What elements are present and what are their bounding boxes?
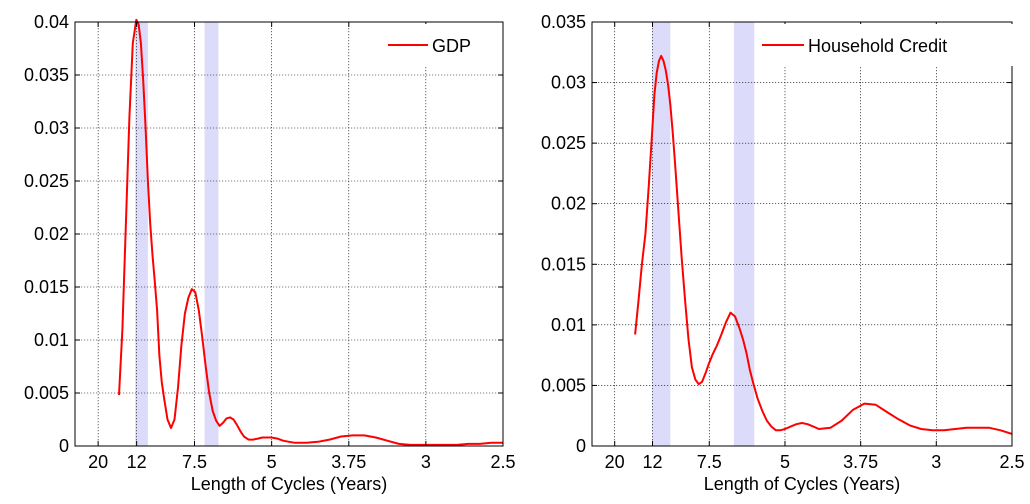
x-tick-label: 7.5 <box>182 452 207 472</box>
x-tick-label: 20 <box>605 452 625 472</box>
x-tick-label: 2.5 <box>999 452 1024 472</box>
y-tick-label: 0.01 <box>34 330 69 350</box>
series-line <box>118 18 503 446</box>
y-tick-label: 0.025 <box>541 133 586 153</box>
x-axis-label: Length of Cycles (Years) <box>191 474 387 494</box>
x-tick-label: 3 <box>421 452 431 472</box>
legend-label: GDP <box>432 36 471 56</box>
legend-label: Household Credit <box>808 36 947 56</box>
x-axis-label: Length of Cycles (Years) <box>704 474 900 494</box>
x-tick-label: 12 <box>127 452 147 472</box>
y-tick-label: 0.03 <box>34 118 69 138</box>
y-tick-label: 0.005 <box>541 375 586 395</box>
x-tick-label: 3 <box>931 452 941 472</box>
y-tick-label: 0.035 <box>541 12 586 32</box>
y-tick-label: 0.02 <box>551 194 586 214</box>
shaded-band <box>652 22 671 446</box>
household-credit-chart-panel: 20 12 7.5 5 3.75 3 2.5 0 0.005 0.01 0.015 0.02 0.025… <box>541 12 1025 494</box>
y-tick-label: 0.005 <box>24 383 69 403</box>
x-tick-label: 3.75 <box>331 452 366 472</box>
y-tick-label: 0.01 <box>551 315 586 335</box>
y-tick-label: 0.015 <box>24 277 69 297</box>
series-line <box>634 54 1013 435</box>
y-tick-label: 0.025 <box>24 171 69 191</box>
x-tick-label: 12 <box>642 452 662 472</box>
x-tick-label: 20 <box>88 452 108 472</box>
x-tick-label: 7.5 <box>697 452 722 472</box>
x-tick-label: 2.5 <box>490 452 515 472</box>
axes-frame <box>591 21 1013 447</box>
y-tick-label: 0 <box>576 436 586 456</box>
y-tick-label: 0 <box>59 436 69 456</box>
gdp-chart-panel: 20 12 7.5 5 3.75 3 2.5 0 0.005 0.01 0.015 0.02 0.025… <box>24 12 516 494</box>
y-tick-label: 0.03 <box>551 73 586 93</box>
x-tick-label: 5 <box>267 452 277 472</box>
x-tick-label: 3.75 <box>843 452 878 472</box>
y-tick-label: 0.035 <box>24 65 69 85</box>
y-tick-label: 0.02 <box>34 224 69 244</box>
y-tick-label: 0.04 <box>34 12 69 32</box>
y-tick-label: 0.015 <box>541 254 586 274</box>
shaded-band <box>733 22 755 446</box>
x-tick-label: 5 <box>780 452 790 472</box>
